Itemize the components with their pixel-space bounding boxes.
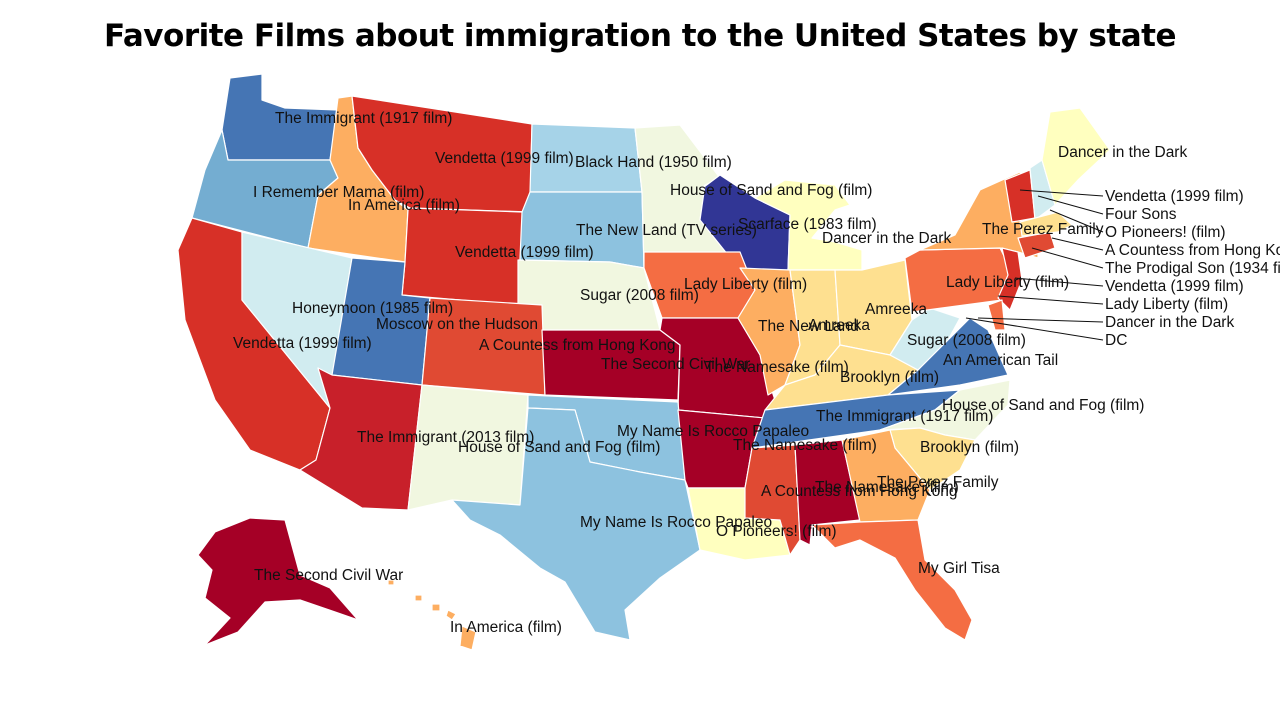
callout-vt: Vendetta (1999 film) bbox=[1105, 188, 1244, 205]
callout-de: Lady Liberty (film) bbox=[1105, 296, 1228, 313]
label-az: The Immigrant (2013 film) bbox=[357, 429, 534, 446]
map-title: Favorite Films about immigration to the … bbox=[104, 18, 1176, 54]
label-tx: My Name Is Rocco Papaleo bbox=[580, 514, 772, 531]
label-ks: The Second Civil War bbox=[601, 356, 750, 373]
callout-nh: Four Sons bbox=[1105, 206, 1177, 223]
callout-ma: O Pioneers! (film) bbox=[1105, 224, 1226, 241]
state-ak[interactable] bbox=[197, 517, 359, 646]
label-me: Dancer in the Dark bbox=[1058, 144, 1187, 161]
label-nm: House of Sand and Fog (film) bbox=[458, 439, 660, 456]
label-mt: Vendetta (1999 film) bbox=[435, 150, 574, 167]
state-hi[interactable] bbox=[387, 579, 477, 651]
label-nv: Honeymoon (1985 film) bbox=[292, 300, 453, 317]
label-ca: Vendetta (1999 film) bbox=[233, 335, 372, 352]
label-in: Amreeka bbox=[865, 301, 927, 318]
label-sd: The New Land (TV series) bbox=[576, 222, 757, 239]
label-co: A Countess from Hong Kong bbox=[479, 337, 675, 354]
label-ak: The Second Civil War bbox=[254, 567, 403, 584]
state-de-md[interactable] bbox=[987, 299, 1006, 331]
callout-dc: DC bbox=[1105, 332, 1127, 349]
label-mn: House of Sand and Fog (film) bbox=[670, 182, 872, 199]
state-ma[interactable] bbox=[1019, 211, 1073, 237]
label-oh: Amreeka bbox=[808, 317, 870, 334]
label-ky: Brooklyn (film) bbox=[840, 369, 939, 386]
label-mi: Dancer in the Dark bbox=[822, 230, 951, 247]
label-sc: Brooklyn (film) bbox=[920, 439, 1019, 456]
callout-ri: A Countess from Hong Kong bbox=[1105, 242, 1280, 259]
label-ms: A Countess from Hong Kong bbox=[761, 483, 957, 500]
label-wi: Scarface (1983 film) bbox=[738, 216, 877, 233]
label-tn: The Immigrant (1917 film) bbox=[816, 408, 993, 425]
label-or: I Remember Mama (film) bbox=[253, 184, 424, 201]
state-labels: The Immigrant (1917 film) Vendetta (1999… bbox=[233, 110, 1187, 636]
callout-nj: Vendetta (1999 film) bbox=[1105, 278, 1244, 295]
label-hi: In America (film) bbox=[450, 619, 562, 636]
callout-ct: The Prodigal Son (1934 film) bbox=[1105, 260, 1280, 277]
label-la: O Pioneers! (film) bbox=[716, 523, 837, 540]
label-ga: The Perez Family bbox=[877, 474, 999, 491]
label-wv: Sugar (2008 film) bbox=[907, 332, 1026, 349]
label-wa: The Immigrant (1917 film) bbox=[275, 110, 452, 127]
label-ut: Moscow on the Hudson bbox=[376, 316, 538, 333]
label-ar: The Namesake (film) bbox=[733, 437, 877, 454]
label-mo: The Namesake (film) bbox=[705, 359, 849, 376]
label-va: An American Tail bbox=[943, 352, 1058, 369]
label-al: The Namesake (film) bbox=[815, 479, 959, 496]
label-id: In America (film) bbox=[348, 197, 460, 214]
label-fl: My Girl Tisa bbox=[918, 560, 1000, 577]
label-nd: Black Hand (1950 film) bbox=[575, 154, 732, 171]
state-tx[interactable] bbox=[451, 407, 701, 641]
label-ia: Lady Liberty (film) bbox=[684, 276, 807, 293]
state-nj[interactable] bbox=[997, 247, 1023, 311]
state-mi[interactable] bbox=[754, 179, 863, 271]
label-wy: Vendetta (1999 film) bbox=[455, 244, 594, 261]
state-va[interactable] bbox=[887, 317, 1009, 396]
states-layer bbox=[177, 73, 1111, 651]
label-pa: Lady Liberty (film) bbox=[946, 274, 1069, 291]
callout-leaders bbox=[965, 189, 1104, 341]
label-ne: Sugar (2008 film) bbox=[580, 287, 699, 304]
callout-labels: Vendetta (1999 film) Four Sons O Pioneer… bbox=[1105, 188, 1280, 349]
label-ok: My Name Is Rocco Papaleo bbox=[617, 423, 809, 440]
label-il: The New Land bbox=[758, 318, 859, 335]
state-me[interactable] bbox=[1041, 107, 1111, 206]
state-fl[interactable] bbox=[811, 519, 973, 641]
label-ny: The Perez Family bbox=[982, 221, 1104, 238]
label-nc: House of Sand and Fog (film) bbox=[942, 397, 1144, 414]
callout-md: Dancer in the Dark bbox=[1105, 314, 1234, 331]
